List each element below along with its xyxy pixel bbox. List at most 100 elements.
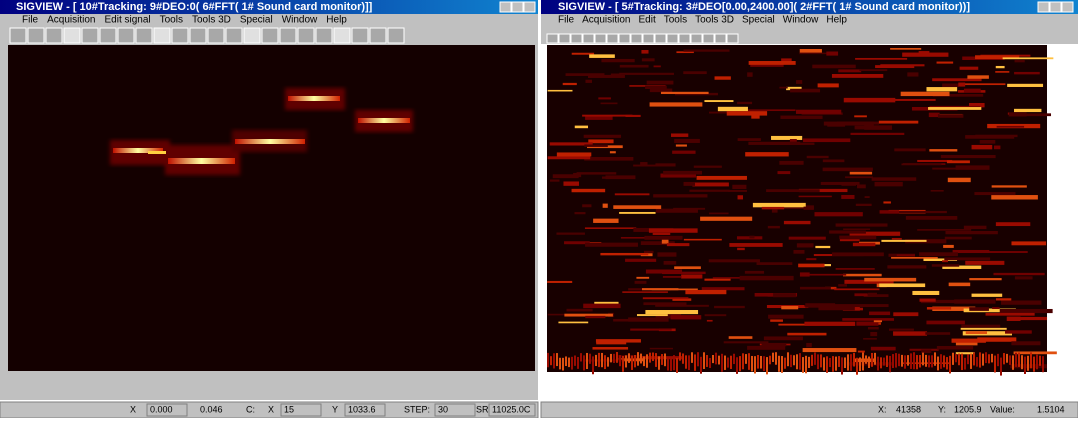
spectral-streak: [790, 89, 820, 93]
noise: [649, 353, 651, 363]
toolbar-button[interactable]: [691, 34, 702, 43]
left-window-button[interactable]: [524, 2, 535, 12]
noise: [769, 356, 771, 365]
menu-item[interactable]: Tools 3D: [192, 15, 231, 26]
menu-item[interactable]: Window: [783, 15, 819, 26]
toolbar-button[interactable]: [82, 28, 98, 43]
spectral-streak: [684, 239, 722, 241]
spectral-streak: [993, 273, 1044, 275]
toolbar-button[interactable]: [10, 28, 26, 43]
toolbar-button[interactable]: [643, 34, 654, 43]
toolbar-button[interactable]: [244, 28, 260, 43]
menu-item[interactable]: Special: [240, 15, 273, 26]
toolbar-button[interactable]: [136, 28, 152, 43]
spectral-streak: [684, 49, 730, 51]
noise: [958, 354, 960, 366]
spectral-streak: [834, 288, 879, 290]
toolbar-button[interactable]: [226, 28, 242, 43]
toolbar-button[interactable]: [46, 28, 62, 43]
menu-item[interactable]: File: [22, 15, 39, 26]
menu-item[interactable]: Help: [326, 15, 347, 26]
toolbar-button[interactable]: [655, 34, 666, 43]
noise: [1024, 357, 1026, 374]
spectral-streak: [766, 189, 820, 192]
spectral-streak: [986, 313, 1035, 316]
spectral-streak: [585, 80, 592, 83]
toolbar-button[interactable]: [262, 28, 278, 43]
toolbar-button[interactable]: [316, 28, 332, 43]
toolbar-button[interactable]: [334, 28, 350, 43]
toolbar-button[interactable]: [703, 34, 714, 43]
spectral-streak: [972, 145, 993, 149]
spectral-streak: [907, 72, 918, 76]
toolbar-button[interactable]: [388, 28, 404, 43]
toolbar-button[interactable]: [28, 28, 44, 43]
spectral-streak: [584, 144, 607, 146]
toolbar-button[interactable]: [715, 34, 726, 43]
noise: [730, 356, 732, 369]
spectral-streak: [628, 317, 668, 321]
right-window-button[interactable]: [1062, 2, 1073, 12]
noise: [562, 358, 564, 371]
spectral-streak: [996, 222, 1030, 226]
toolbar-button[interactable]: [280, 28, 296, 43]
menu-item[interactable]: Window: [282, 15, 318, 26]
noise: [724, 356, 726, 370]
toolbar-button[interactable]: [172, 28, 188, 43]
toolbar-button[interactable]: [583, 34, 594, 43]
noise: [604, 355, 606, 369]
spectral-streak: [799, 196, 832, 198]
spectral-streak: [891, 257, 938, 259]
spectral-streak: [779, 87, 787, 89]
menu-item[interactable]: Tools: [664, 15, 687, 26]
toolbar-button[interactable]: [727, 34, 738, 43]
page: {"left_window": {"title": "SIGVIEW - [ 1…: [0, 0, 1078, 418]
menu-item[interactable]: Edit signal: [104, 15, 150, 26]
toolbar-button[interactable]: [208, 28, 224, 43]
menu-item[interactable]: Special: [742, 15, 775, 26]
toolbar-button[interactable]: [190, 28, 206, 43]
menu-item[interactable]: Help: [826, 15, 847, 26]
spectral-streak: [654, 65, 661, 67]
left-window-button[interactable]: [500, 2, 511, 12]
menu-item[interactable]: File: [558, 15, 575, 26]
noise: [865, 355, 867, 363]
menu-item[interactable]: Tools: [160, 15, 183, 26]
toolbar-button[interactable]: [298, 28, 314, 43]
spectral-streak: [901, 164, 941, 166]
right-window-button[interactable]: [1038, 2, 1049, 12]
menu-item[interactable]: Acquisition: [47, 15, 95, 26]
spectral-streak: [974, 192, 1015, 195]
toolbar-button[interactable]: [100, 28, 116, 43]
toolbar-button[interactable]: [595, 34, 606, 43]
menu-item[interactable]: Tools 3D: [695, 15, 734, 26]
spectral-streak: [845, 176, 873, 178]
noise: [580, 353, 582, 361]
toolbar-button[interactable]: [631, 34, 642, 43]
menu-item[interactable]: Acquisition: [582, 15, 630, 26]
toolbar-button[interactable]: [667, 34, 678, 43]
toolbar-button[interactable]: [64, 28, 80, 43]
left-window-button[interactable]: [512, 2, 523, 12]
spectral-streak: [768, 315, 803, 319]
spectral-streak: [713, 277, 742, 279]
toolbar-button[interactable]: [118, 28, 134, 43]
toolbar-button[interactable]: [559, 34, 570, 43]
noise: [670, 357, 672, 371]
toolbar-button[interactable]: [679, 34, 690, 43]
toolbar-button[interactable]: [352, 28, 368, 43]
right-window-button[interactable]: [1050, 2, 1061, 12]
toolbar-button[interactable]: [154, 28, 170, 43]
toolbar-button[interactable]: [370, 28, 386, 43]
toolbar-button[interactable]: [607, 34, 618, 43]
toolbar-button[interactable]: [571, 34, 582, 43]
toolbar-button[interactable]: [547, 34, 558, 43]
spectral-streak: [949, 283, 971, 287]
spectral-streak: [583, 304, 620, 308]
noise: [919, 355, 921, 367]
spectral-streak: [704, 279, 730, 281]
toolbar-button[interactable]: [619, 34, 630, 43]
spectral-streak: [646, 269, 682, 273]
spectral-streak: [868, 327, 879, 329]
menu-item[interactable]: Edit: [638, 15, 655, 26]
